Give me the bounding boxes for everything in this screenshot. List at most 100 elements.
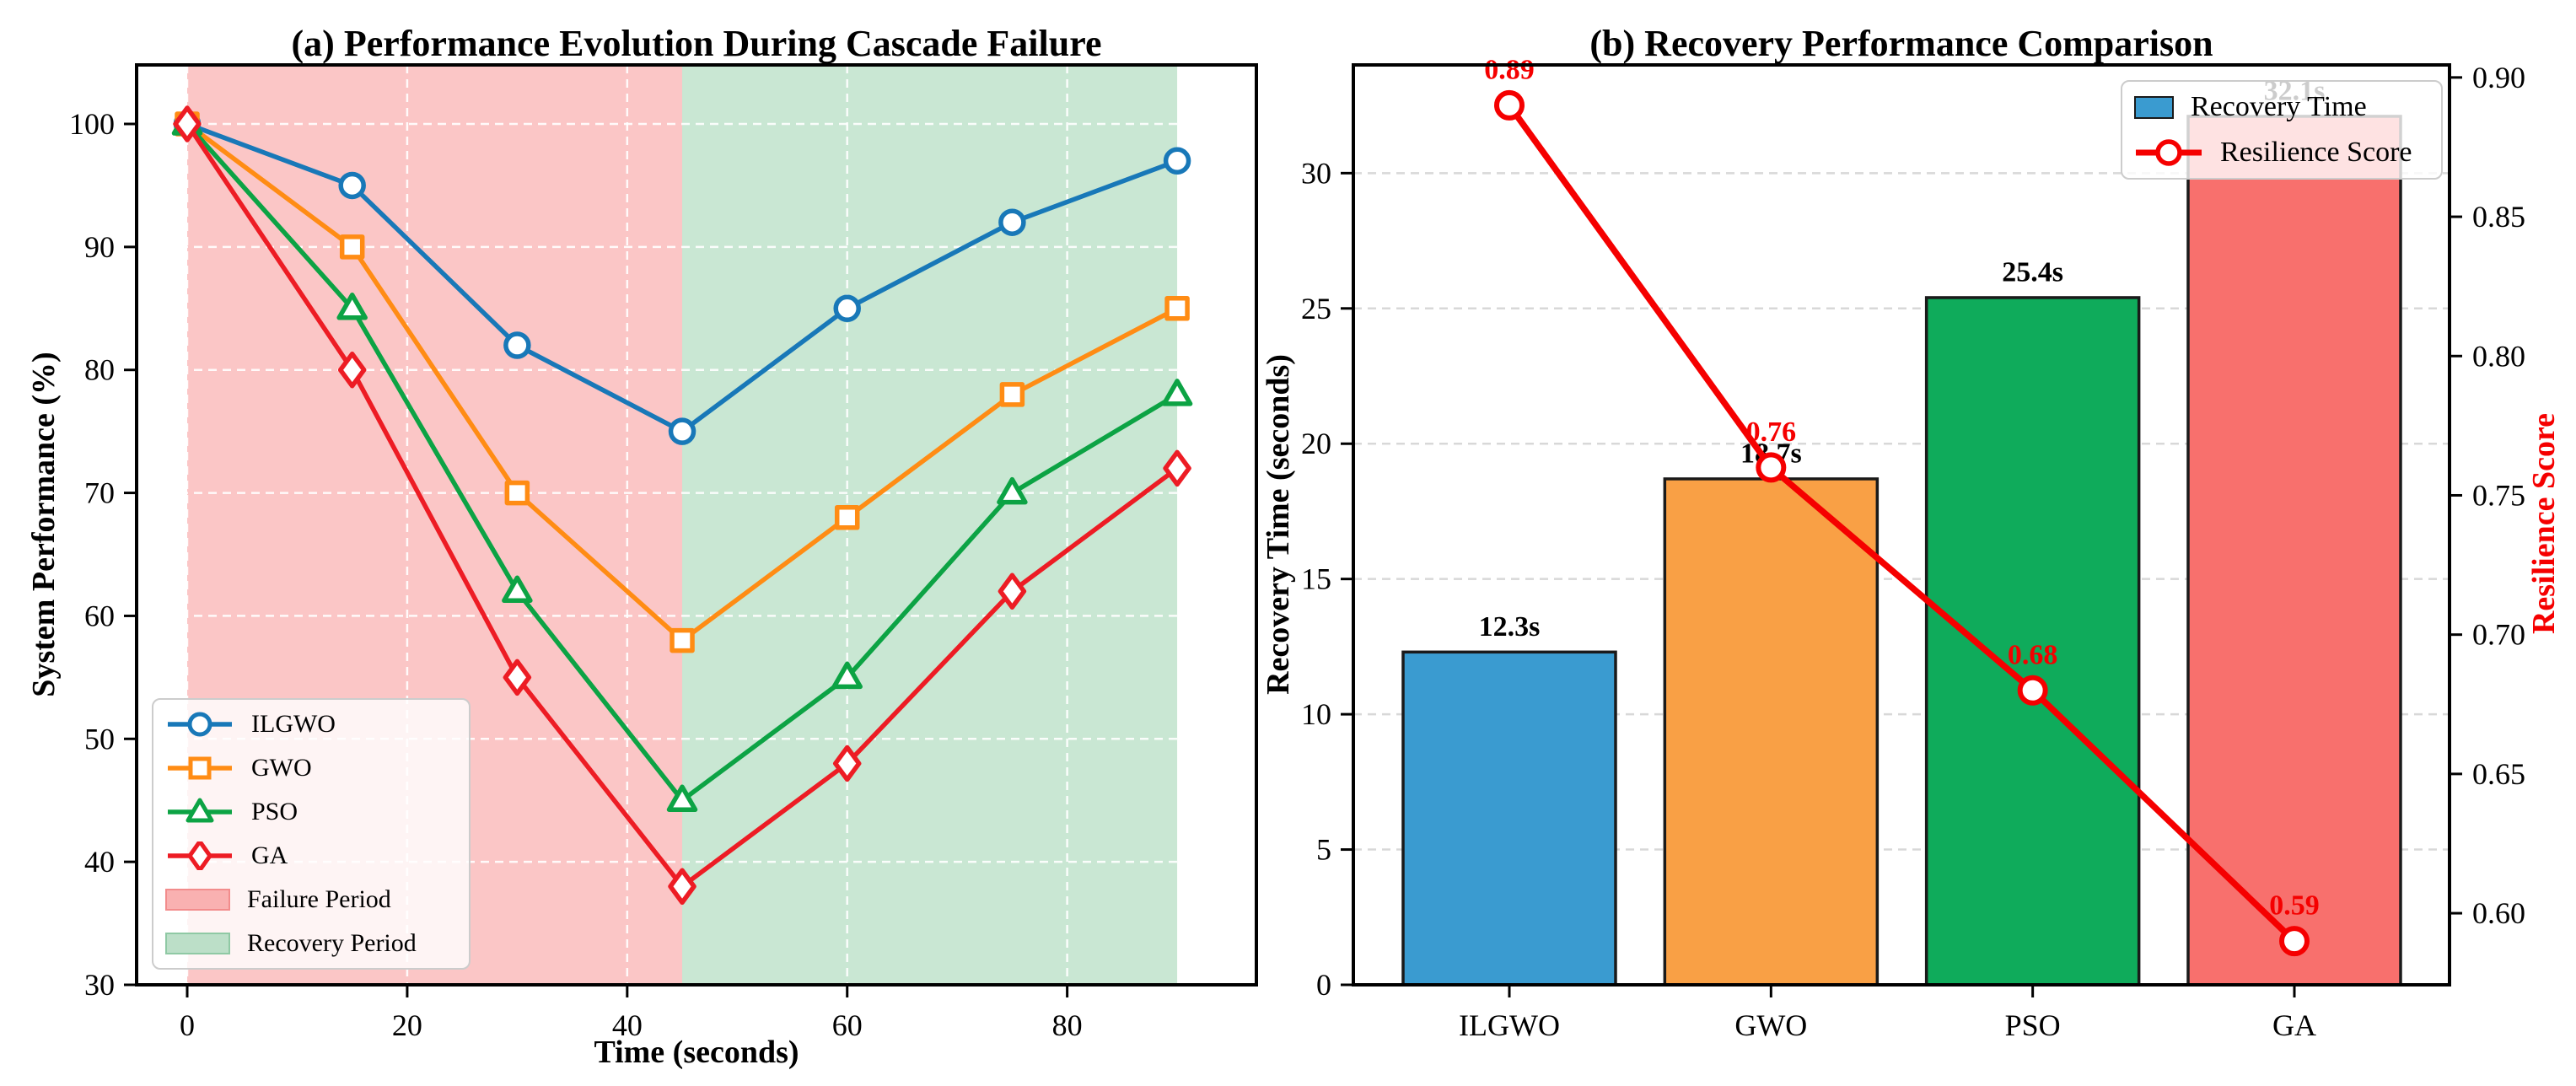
bar-value-label-pso: 25.4s (2002, 256, 2063, 288)
panel-b-right-ytick-label: 0.65 (2472, 757, 2525, 791)
failure-period-legend-label: Failure Period (247, 885, 391, 913)
resilience-marker-ilgwo (1494, 89, 1525, 121)
ga-marker (337, 351, 367, 389)
resilience-marker-gwo (1756, 452, 1787, 483)
gwo-marker (1164, 296, 1190, 321)
panel-a-x-axis-label: Time (seconds) (594, 1035, 799, 1070)
panel-b-right-ytick-label: 0.60 (2472, 896, 2525, 930)
recovery-period-span (682, 65, 1178, 985)
ga-marker (503, 659, 532, 696)
failure-period-legend-icon (165, 889, 230, 911)
ilgwo-marker (668, 417, 696, 445)
pso-marker (502, 575, 533, 604)
pso-marker (997, 476, 1028, 505)
panel-a: 30 40 50 60 70 80 90 100 0 20 40 60 80 (69, 63, 1258, 1042)
ga-marker (173, 105, 202, 142)
panel-b-left-ytick-label: 20 (1301, 427, 1331, 460)
recovery-period-legend-icon (165, 933, 230, 954)
gwo-legend-item: GWO (153, 746, 469, 790)
bar-ga (2186, 115, 2402, 987)
panel-a-ytick-label: 70 (84, 476, 115, 510)
panel-a-ticks (124, 122, 1069, 997)
panel-b-right-ytick-label: 0.75 (2472, 478, 2525, 512)
panel-b-right-ytick-label: 0.85 (2472, 200, 2525, 234)
panel-a-xtick-label: 0 (180, 1008, 195, 1042)
ilgwo-legend-icon (165, 710, 234, 739)
ilgwo-legend-label: ILGWO (251, 710, 336, 738)
panel-b-left-ytick-label: 5 (1316, 833, 1331, 867)
resilience-value-label-gwo: 0.76 (1746, 417, 1797, 448)
gwo-marker (339, 234, 365, 260)
panel-a-ytick-label: 60 (84, 599, 115, 632)
resilience-marker-ga (2278, 926, 2310, 957)
resilience-score-legend-item: Resilience Score (2122, 130, 2441, 175)
ga-marker (1163, 449, 1191, 487)
gwo-legend-icon (165, 754, 234, 782)
resilience-value-label-ga: 0.59 (2269, 890, 2320, 922)
panel-b-frame (1352, 63, 2451, 987)
panel-b-left-ytick-label: 30 (1301, 156, 1331, 190)
panel-a-xtick-label: 40 (612, 1008, 643, 1042)
panel-a-ytick-label: 30 (84, 968, 115, 1002)
bar-ilgwo (1401, 650, 1617, 987)
ga-marker (998, 573, 1027, 610)
gwo-marker (504, 480, 530, 506)
gwo-marker (999, 382, 1025, 407)
resilience-value-label-pso: 0.68 (2008, 639, 2058, 670)
gwo-legend-label: GWO (251, 754, 312, 782)
ilgwo-marker (998, 208, 1026, 236)
bar-pso (1924, 296, 2141, 987)
panel-a-frame (135, 63, 1258, 987)
pso-legend-item: PSO (153, 790, 469, 834)
panel-b-legend: Recovery Time Resilience Score (2121, 80, 2443, 180)
ga-legend-label: GA (251, 841, 288, 869)
recovery-period-legend-label: Recovery Period (247, 929, 417, 957)
panel-b: 12.3s18.7s25.4s32.1s0.890.760.680.590510… (1301, 54, 2525, 1042)
panel-a-xtick-label: 80 (1052, 1008, 1083, 1042)
panel-b-right-ytick-label: 0.90 (2472, 61, 2525, 94)
panel-b-right-y-axis-label: Resilience Score (2526, 412, 2562, 635)
panel-b-category-label: PSO (2005, 1008, 2061, 1042)
recovery-period-legend-item: Recovery Period (153, 922, 469, 965)
bar-value-label-ilgwo: 12.3s (1479, 611, 1541, 642)
panel-b-left-ytick-label: 10 (1301, 697, 1331, 731)
bar-gwo (1663, 477, 1880, 987)
panel-b-left-ytick-label: 15 (1301, 562, 1331, 596)
recovery-time-legend-item: Recovery Time (2122, 84, 2441, 130)
ga-marker (832, 745, 862, 782)
gwo-marker (834, 504, 860, 530)
ilgwo-marker (833, 294, 861, 323)
pso-marker (1161, 379, 1193, 406)
panel-a-legend: ILGWO GWO PSO GA Failure Period Recovery Peri… (152, 698, 471, 970)
recovery-time-legend-label: Recovery Time (2191, 91, 2367, 122)
pso-marker (831, 661, 863, 690)
resilience-value-label-ilgwo: 0.89 (1484, 54, 1535, 85)
ga-legend-icon (165, 841, 234, 870)
panel-a-ytick-label: 100 (69, 107, 115, 141)
panel-a-title: (a) Performance Evolution During Cascade… (291, 23, 1102, 64)
panel-a-ytick-label: 90 (84, 230, 115, 264)
pso-marker (336, 293, 368, 320)
resilience-score-line (1506, 102, 2298, 944)
panel-b-category-label: GA (2272, 1008, 2316, 1042)
panel-a-y-axis-label: System Performance (%) (26, 352, 62, 697)
ilgwo-legend-item: ILGWO (153, 702, 469, 746)
ilgwo-marker (338, 171, 366, 200)
panel-b-left-y-axis-label: Recovery Time (seconds) (1261, 354, 1296, 695)
resilience-score-legend-icon (2134, 137, 2203, 168)
resilience-score-legend-label: Resilience Score (2220, 137, 2412, 168)
ilgwo-marker (1163, 147, 1191, 175)
pso-marker (666, 784, 698, 812)
panel-b-right-ytick-label: 0.70 (2472, 618, 2525, 652)
panel-b-title: (b) Recovery Performance Comparison (1589, 23, 2213, 64)
panel-a-xtick-label: 60 (832, 1008, 863, 1042)
failure-period-legend-item: Failure Period (153, 878, 469, 922)
panel-a-ytick-label: 50 (84, 722, 115, 755)
panel-b-ticks (1341, 76, 2462, 997)
ilgwo-marker (503, 331, 531, 359)
resilience-marker-pso (2017, 675, 2048, 706)
panel-a-ytick-label: 80 (84, 353, 115, 387)
ga-legend-item: GA (153, 834, 469, 878)
